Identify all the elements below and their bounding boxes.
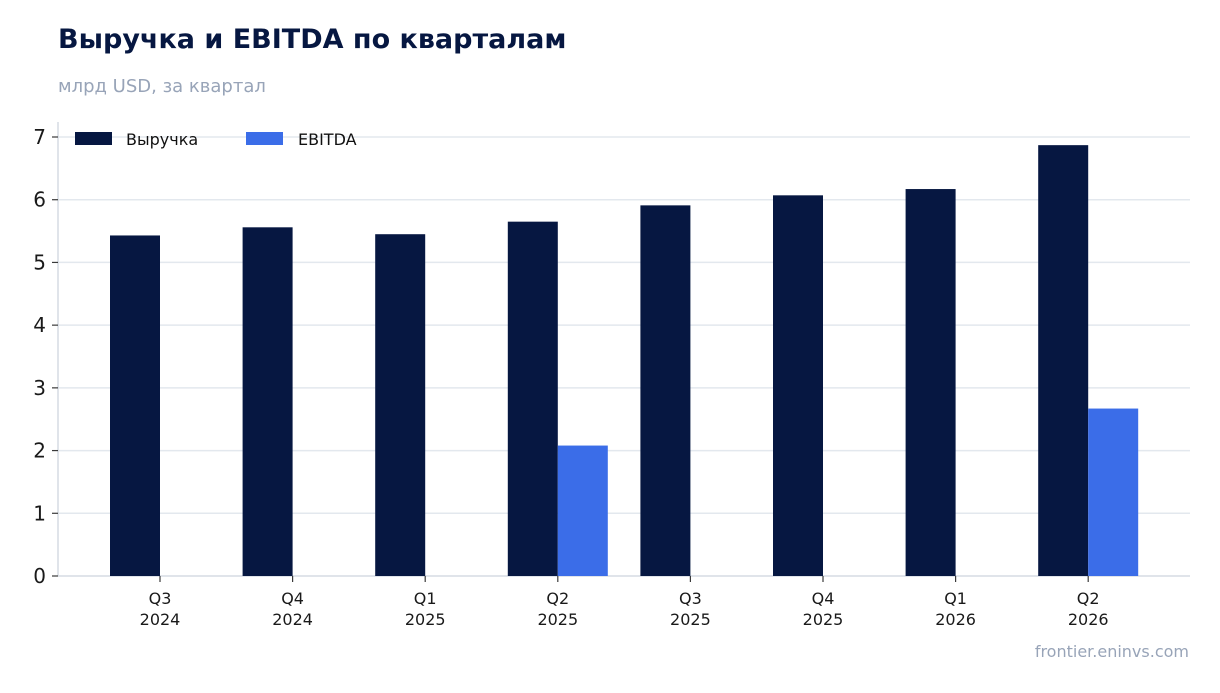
bar-ebitda [1088,408,1139,576]
chart-title: Выручка и EBITDA по кварталам [58,24,567,55]
x-tick-label-year: 2026 [935,610,976,629]
x-tick-label-quarter: Q2 [546,589,569,608]
legend-label-ebitda: EBITDA [298,130,357,149]
y-tick-label: 6 [33,188,46,212]
bar-revenue [110,235,160,576]
x-tick-label-year: 2025 [537,610,578,629]
x-tick-label-year: 2026 [1068,610,1109,629]
chart-subtitle: млрд USD, за квартал [58,76,266,97]
x-tick-label-quarter: Q3 [679,589,702,608]
y-tick-label: 0 [33,564,46,588]
grid-lines [58,136,1190,515]
y-tick-label: 1 [33,501,46,525]
y-tick-label: 5 [33,250,46,274]
y-tick-label: 3 [33,376,46,400]
source-label: frontier.eninvs.com [1034,642,1189,661]
legend-label-revenue: Выручка [126,130,198,149]
y-tick-label: 2 [33,439,46,463]
bar-revenue [242,227,293,576]
legend-swatch-revenue [75,132,112,145]
y-tick-label: 4 [33,313,46,337]
x-tick-label-year: 2024 [272,610,313,629]
x-tick-label-year: 2025 [405,610,446,629]
bar-revenue [905,189,956,576]
bar-revenue [1038,145,1089,576]
x-tick-label-quarter: Q1 [944,589,967,608]
bar-revenue [507,221,558,576]
x-tick-label-quarter: Q3 [149,589,172,608]
bar-ebitda [557,445,608,576]
bar-revenue [375,234,426,576]
x-tick-label-year: 2025 [803,610,844,629]
y-tick-label: 7 [33,125,46,149]
axes [57,122,1190,577]
bar-revenue [640,205,691,576]
x-tick-label-year: 2024 [140,610,181,629]
x-axis-ticks: Q3 2024 Q4 2024 Q1 2025 Q2 2025 Q3 2025 Q4 2025 Q1 20… [140,576,1109,629]
x-tick-label-year: 2025 [670,610,711,629]
bars [110,145,1139,576]
x-tick-label-quarter: Q2 [1077,589,1100,608]
x-tick-label-quarter: Q4 [812,589,835,608]
bar-revenue [773,195,823,576]
legend-swatch-ebitda [246,132,283,145]
x-tick-label-quarter: Q4 [281,589,304,608]
legend: Выручка EBITDA [75,130,357,149]
x-tick-label-quarter: Q1 [414,589,437,608]
y-axis-ticks: 0 1 2 3 4 5 6 7 [33,125,58,588]
